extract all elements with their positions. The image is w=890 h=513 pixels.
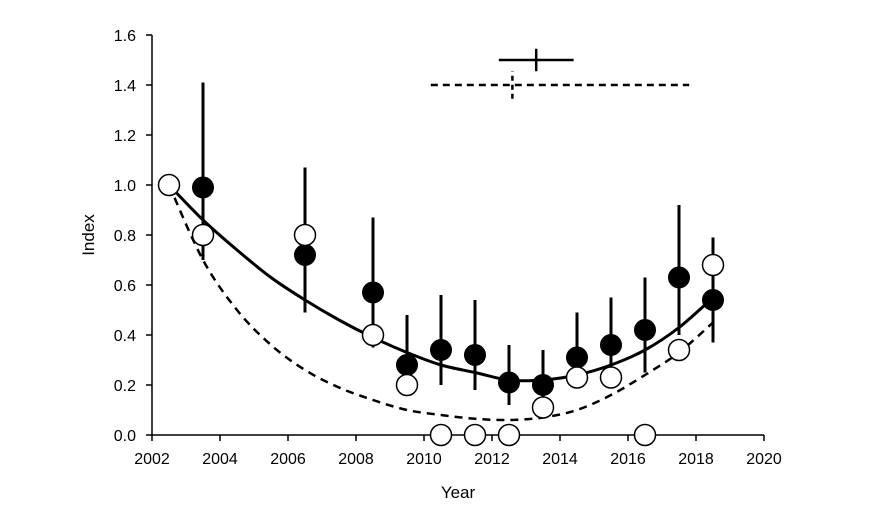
filled-point [702,289,724,311]
y-tick-label: 1.4 [114,78,136,95]
y-axis-title: Index [79,214,98,256]
x-tick-label: 2006 [270,451,306,468]
open-point [599,366,623,389]
y-ticks: 0.0 0.2 0.4 0.6 0.8 1.0 1.2 1.4 1.6 [114,28,152,445]
y-tick-label: 0.0 [114,428,136,445]
open-point [497,423,521,447]
x-axis-title: Year [441,483,476,502]
open-point [667,338,691,362]
open-point [565,366,589,389]
data-points [157,173,725,447]
filled-point [566,346,588,369]
open-point [157,173,181,197]
x-ticks: 2002 2004 2006 2008 2010 2012 2014 2016 2018 2020 [134,435,782,468]
axes [151,35,764,436]
open-point [633,423,657,447]
filled-point [294,244,316,266]
open-point [531,396,555,419]
open-point [191,223,215,247]
annotations [430,48,690,99]
x-tick-label: 2010 [406,451,442,468]
filled-point [362,281,384,304]
open-point [395,373,419,397]
open-point [293,223,317,247]
filled-point [192,176,214,199]
open-point [701,253,725,277]
x-tick-label: 2016 [610,451,646,468]
y-tick-label: 1.0 [114,178,136,195]
x-tick-label: 2018 [678,451,714,468]
x-tick-label: 2002 [134,451,170,468]
filled-point [532,374,554,396]
x-tick-label: 2020 [746,451,782,468]
filled-point [430,339,452,361]
y-tick-label: 0.6 [114,278,136,295]
open-point [429,423,453,447]
y-tick-label: 1.6 [114,28,136,45]
x-tick-label: 2008 [338,451,374,468]
filled-point [396,354,418,376]
filled-point [600,334,622,356]
y-tick-label: 0.4 [114,328,136,345]
x-tick-label: 2014 [542,451,578,468]
filled-point [634,319,656,341]
error-bars [201,82,715,405]
open-point [361,323,385,347]
filled-point [498,371,520,394]
filled-point [464,344,486,366]
y-tick-label: 0.8 [114,228,136,245]
fit-curve-dashed [167,184,714,422]
filled-point [668,266,690,289]
y-tick-label: 1.2 [114,128,136,145]
open-point [463,423,487,447]
x-tick-label: 2012 [474,451,510,468]
y-tick-label: 0.2 [114,378,136,395]
x-tick-label: 2004 [202,451,238,468]
